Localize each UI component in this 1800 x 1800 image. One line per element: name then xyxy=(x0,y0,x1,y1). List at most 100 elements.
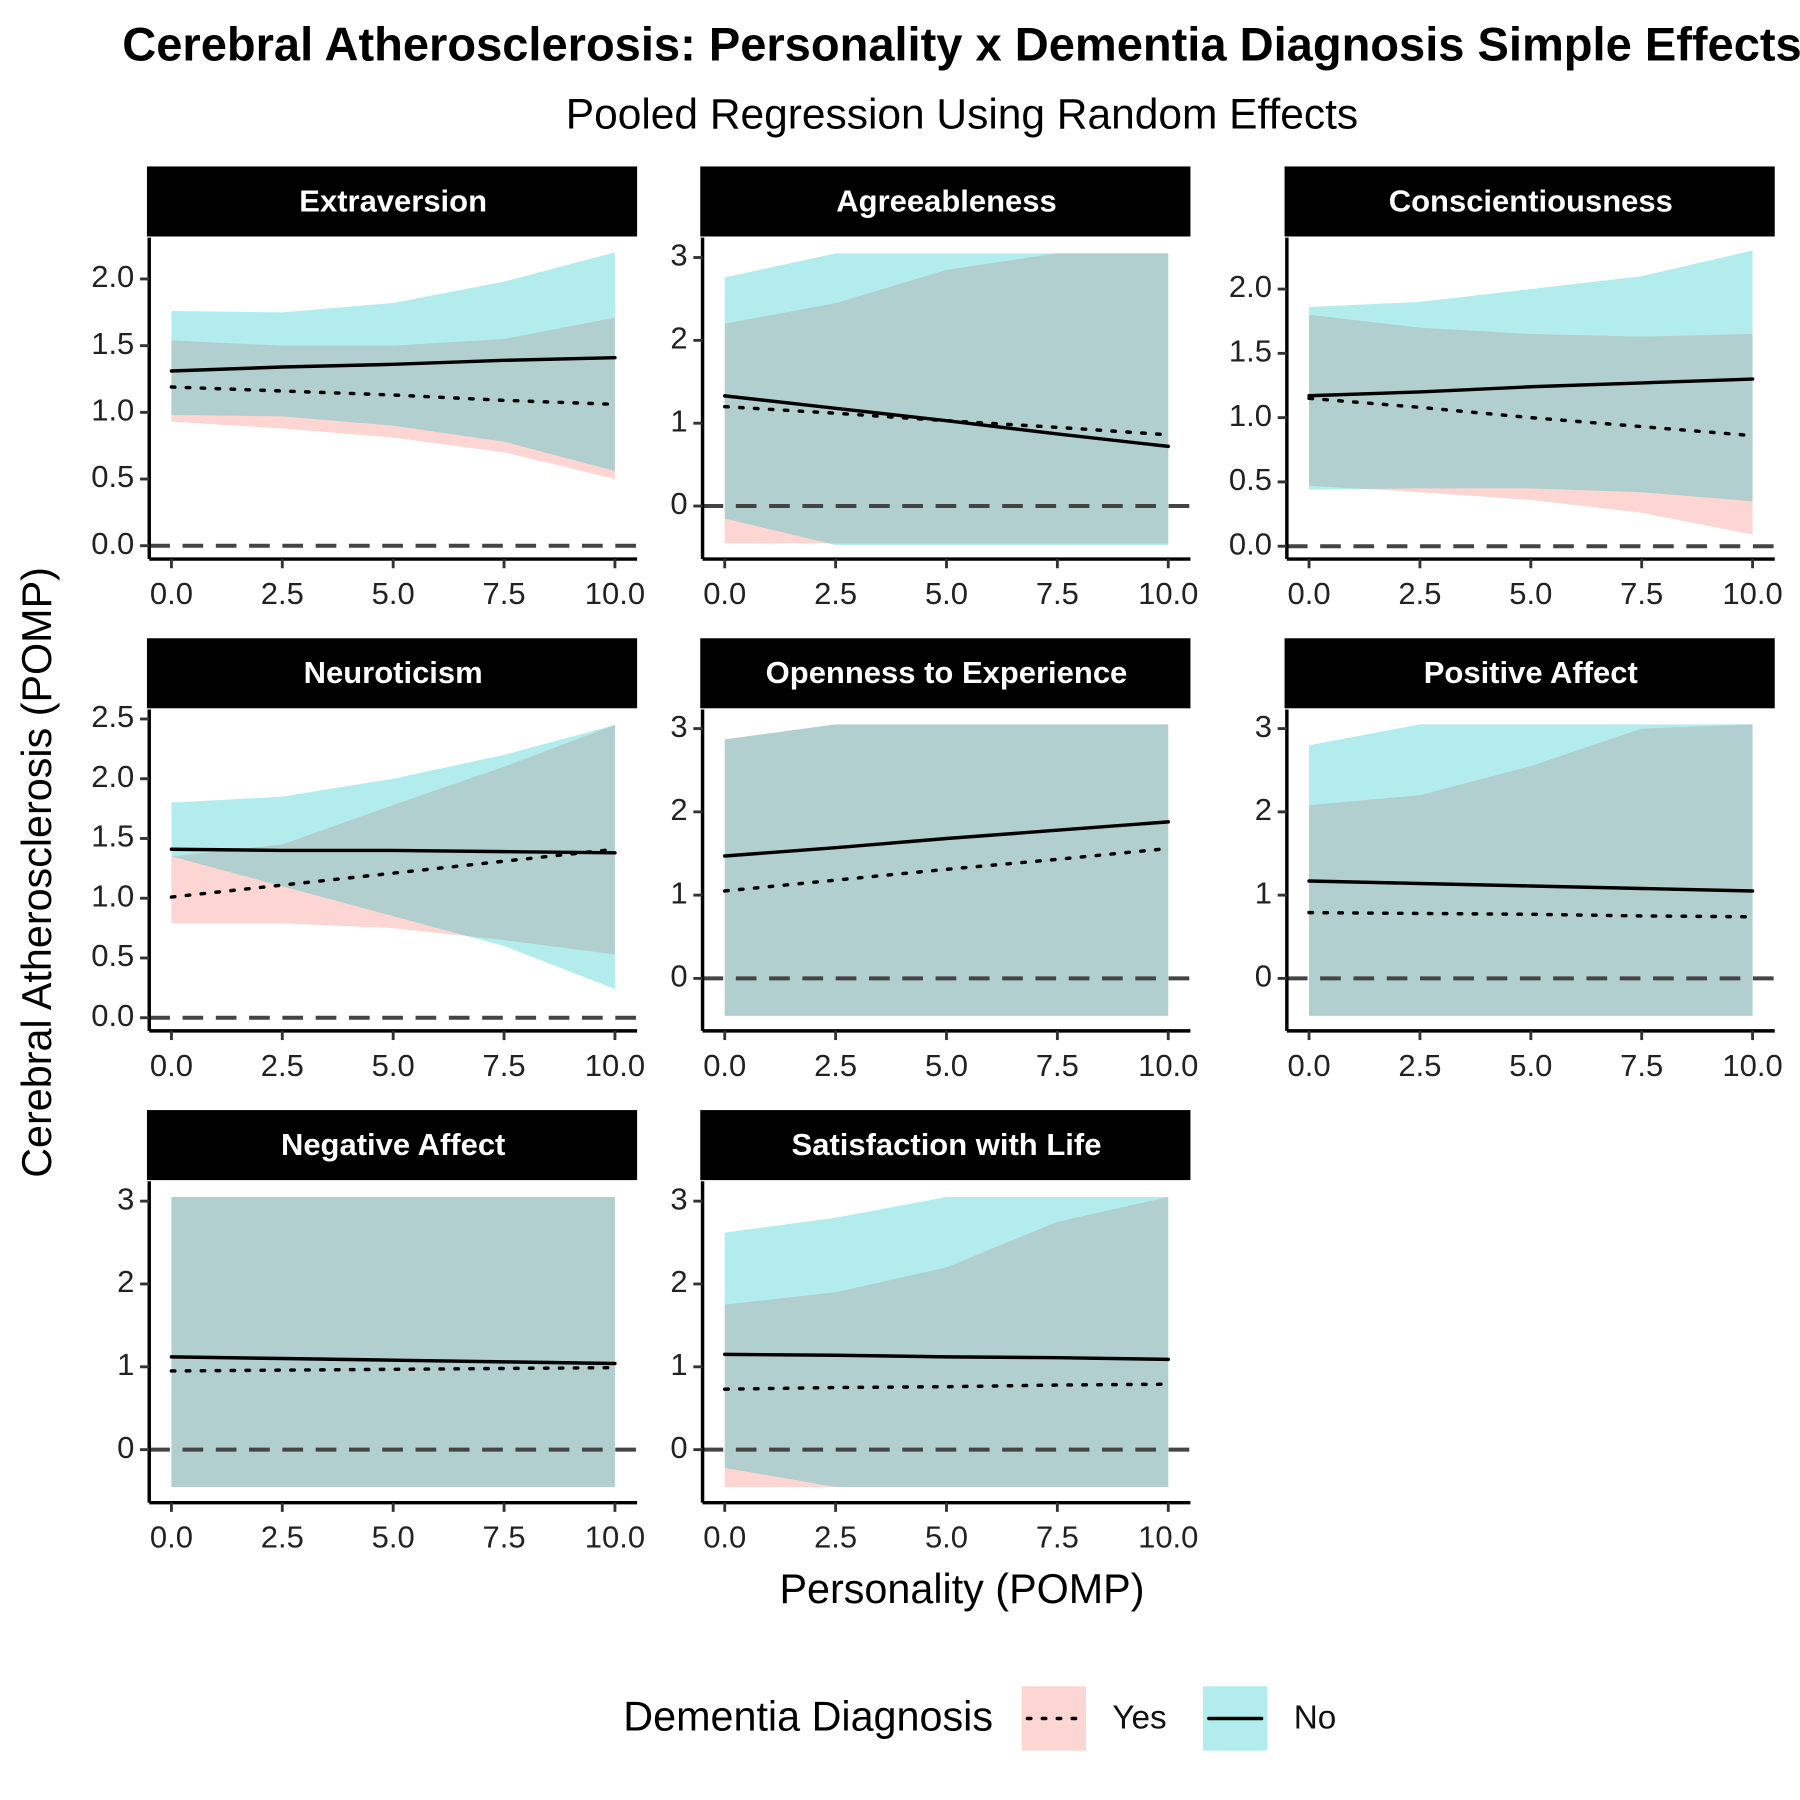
x-tick-label: 2.5 xyxy=(261,1520,304,1555)
x-tick-label: 7.5 xyxy=(483,1048,526,1083)
x-tick-label: 0.0 xyxy=(1287,1048,1330,1083)
y-tick-label: 0.0 xyxy=(91,998,134,1033)
confidence-ribbon xyxy=(1309,724,1753,1016)
x-tick-label: 5.0 xyxy=(372,576,415,611)
x-tick-label: 5.0 xyxy=(925,1520,968,1555)
x-tick-label: 0.0 xyxy=(150,1520,193,1555)
y-axis-label: Cerebral Atherosclerosis (POMP) xyxy=(14,567,60,1178)
x-tick-label: 0.0 xyxy=(703,1520,746,1555)
y-tick-label: 1 xyxy=(1255,875,1272,910)
y-tick-label: 0 xyxy=(670,1430,687,1465)
y-tick-label: 1.5 xyxy=(91,819,134,854)
y-tick-label: 0 xyxy=(1255,959,1272,994)
facet-title: Negative Affect xyxy=(281,1127,505,1162)
facet-title: Neuroticism xyxy=(304,655,483,690)
legend-title: Dementia Diagnosis xyxy=(623,1694,993,1740)
x-tick-label: 0.0 xyxy=(150,576,193,611)
x-tick-label: 10.0 xyxy=(1138,576,1198,611)
x-tick-label: 10.0 xyxy=(585,1048,645,1083)
effect-line xyxy=(723,394,1170,449)
x-tick-label: 2.5 xyxy=(1398,1048,1441,1083)
x-tick-label: 2.5 xyxy=(261,576,304,611)
x-tick-label: 10.0 xyxy=(1138,1520,1198,1555)
x-tick-label: 7.5 xyxy=(1620,576,1663,611)
x-tick-label: 7.5 xyxy=(483,1520,526,1555)
effect-line xyxy=(1307,879,1755,893)
confidence-ribbon xyxy=(171,724,615,955)
effect-line xyxy=(723,846,1170,893)
x-tick-label: 0.0 xyxy=(1287,576,1330,611)
y-tick-label: 2 xyxy=(1255,792,1272,827)
confidence-ribbon xyxy=(724,1196,1169,1487)
facet-strip xyxy=(1284,166,1775,237)
confidence-ribbon xyxy=(171,1196,615,1487)
x-tick-label: 10.0 xyxy=(1722,576,1782,611)
y-tick-label: 0.5 xyxy=(91,459,134,494)
y-tick-label: 0.0 xyxy=(91,526,134,561)
y-tick-label: 1.0 xyxy=(1229,398,1272,433)
confidence-ribbon xyxy=(171,724,615,990)
x-tick-label: 5.0 xyxy=(925,1048,968,1083)
y-tick-label: 1.5 xyxy=(1229,334,1272,369)
y-tick-label: 2 xyxy=(670,792,687,827)
y-tick-label: 1 xyxy=(670,403,687,438)
x-tick-label: 5.0 xyxy=(372,1520,415,1555)
y-tick-label: 2 xyxy=(670,321,687,356)
x-tick-label: 10.0 xyxy=(585,576,645,611)
facet-title: Conscientiousness xyxy=(1389,183,1673,218)
y-tick-label: 0 xyxy=(670,959,687,994)
x-tick-label: 7.5 xyxy=(1036,1520,1079,1555)
effect-line xyxy=(723,1352,1170,1362)
x-tick-label: 2.5 xyxy=(814,1520,857,1555)
y-tick-label: 1.5 xyxy=(91,326,134,361)
facet-strip xyxy=(146,166,638,237)
x-tick-label: 5.0 xyxy=(1509,1048,1552,1083)
effect-line xyxy=(169,1355,617,1366)
x-tick-label: 10.0 xyxy=(1138,1048,1198,1083)
y-tick-label: 1.0 xyxy=(91,393,134,428)
x-tick-label: 2.5 xyxy=(1398,576,1441,611)
y-tick-label: 0.5 xyxy=(1229,462,1272,497)
facet-strip xyxy=(146,1110,638,1181)
facet-strip xyxy=(700,166,1191,237)
y-tick-label: 3 xyxy=(117,1181,134,1216)
facet-title: Satisfaction with Life xyxy=(792,1127,1102,1162)
legend-label: No xyxy=(1294,1699,1337,1736)
facet-strip xyxy=(146,638,638,709)
facet-strip xyxy=(700,638,1191,709)
y-tick-label: 1 xyxy=(670,875,687,910)
facet-title: Extraversion xyxy=(299,183,487,218)
x-tick-label: 0.0 xyxy=(703,1048,746,1083)
x-tick-label: 2.5 xyxy=(814,1048,857,1083)
effect-line xyxy=(723,1382,1170,1391)
facet-title: Agreeableness xyxy=(836,183,1056,218)
x-tick-label: 2.5 xyxy=(261,1048,304,1083)
x-tick-label: 7.5 xyxy=(1620,1048,1663,1083)
y-tick-label: 0 xyxy=(117,1430,134,1465)
x-tick-label: 7.5 xyxy=(1036,1048,1079,1083)
x-tick-label: 7.5 xyxy=(1036,576,1079,611)
x-tick-label: 5.0 xyxy=(372,1048,415,1083)
x-tick-label: 7.5 xyxy=(483,576,526,611)
effect-line xyxy=(169,1365,617,1373)
x-tick-label: 0.0 xyxy=(150,1048,193,1083)
confidence-ribbon xyxy=(171,1196,615,1487)
confidence-ribbon xyxy=(724,253,1169,544)
y-tick-label: 1 xyxy=(117,1347,134,1382)
x-axis-label: Personality (POMP) xyxy=(779,1566,1144,1612)
y-tick-label: 2.0 xyxy=(1229,269,1272,304)
confidence-ribbon xyxy=(1309,250,1753,502)
facet-strip xyxy=(700,1110,1191,1181)
effect-line xyxy=(1307,910,1755,919)
y-tick-label: 1 xyxy=(670,1347,687,1382)
y-tick-label: 0.5 xyxy=(91,938,134,973)
effect-line xyxy=(1307,396,1755,438)
facet-title: Openness to Experience xyxy=(766,655,1128,690)
x-tick-label: 5.0 xyxy=(925,576,968,611)
y-tick-label: 3 xyxy=(670,1181,687,1216)
facet-title: Positive Affect xyxy=(1424,655,1638,690)
chart-subtitle: Pooled Regression Using Random Effects xyxy=(566,90,1358,137)
y-tick-label: 3 xyxy=(670,238,687,273)
